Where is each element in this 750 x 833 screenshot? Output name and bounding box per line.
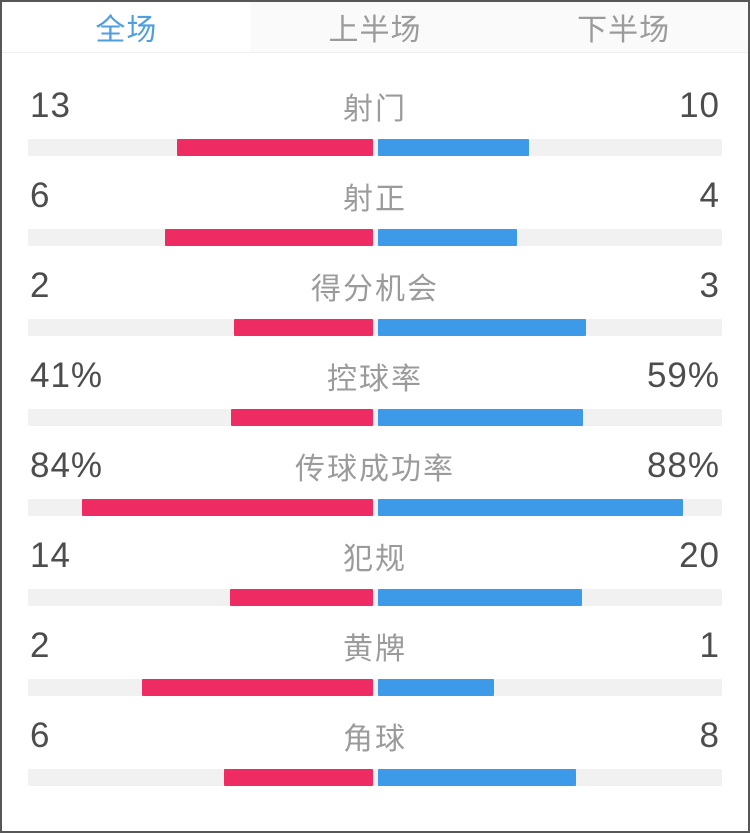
home-value: 14 (30, 536, 71, 575)
home-value: 6 (30, 716, 51, 755)
stat-label: 得分机会 (311, 273, 439, 306)
stats-list: 13 射门 10 6 射正 4 2 得分机会 (2, 53, 748, 806)
home-bar (164, 229, 373, 246)
stat-bar-track (28, 499, 722, 516)
stat-line: 2 得分机会 3 (28, 266, 722, 306)
home-value: 13 (30, 86, 71, 125)
home-value: 6 (30, 176, 51, 215)
tab-full-match[interactable]: 全场 (2, 2, 251, 52)
stat-row-possession: 41% 控球率 59% (28, 356, 722, 446)
period-tabs: 全场 上半场 下半场 (2, 2, 748, 53)
stat-bar-track (28, 139, 722, 156)
stat-label: 控球率 (327, 363, 423, 396)
away-value: 88% (646, 446, 720, 485)
away-bar (378, 769, 577, 786)
home-bar (224, 769, 373, 786)
stat-row-corners: 6 角球 8 (28, 716, 722, 806)
away-value: 10 (679, 86, 720, 125)
stat-label: 黄牌 (343, 633, 407, 666)
home-bar (176, 139, 373, 156)
stat-bar-track (28, 769, 722, 786)
away-bar (378, 589, 583, 606)
stat-row-shots: 13 射门 10 (28, 86, 722, 176)
away-bar (378, 229, 517, 246)
away-value: 20 (679, 536, 720, 575)
stat-line: 13 射门 10 (28, 86, 722, 126)
stat-bar-track (28, 679, 722, 696)
stat-line: 41% 控球率 59% (28, 356, 722, 396)
stat-row-shots-on-target: 6 射正 4 (28, 176, 722, 266)
home-value: 41% (30, 356, 104, 395)
stat-bar-track (28, 589, 722, 606)
home-value: 84% (30, 446, 104, 485)
home-value: 2 (30, 266, 51, 305)
stat-bar-track (28, 409, 722, 426)
stat-label: 角球 (343, 723, 407, 756)
tab-full-match-label: 全场 (95, 14, 158, 47)
stat-row-fouls: 14 犯规 20 (28, 536, 722, 626)
tab-first-half-label: 上半场 (328, 14, 422, 47)
tab-second-half-label: 下半场 (577, 14, 671, 47)
away-bar (378, 319, 587, 336)
stat-line: 2 黄牌 1 (28, 626, 722, 666)
home-bar (230, 409, 373, 426)
stat-label: 射正 (343, 183, 407, 216)
away-value: 1 (699, 626, 720, 665)
stat-row-pass-success: 84% 传球成功率 88% (28, 446, 722, 536)
stat-label: 犯规 (343, 543, 407, 576)
stat-label: 射门 (343, 93, 407, 126)
away-value: 59% (646, 356, 720, 395)
away-bar (378, 139, 529, 156)
match-stats-panel: 全场 上半场 下半场 13 射门 10 6 射正 4 (2, 2, 748, 806)
home-bar (81, 499, 373, 516)
stat-bar-track (28, 229, 722, 246)
tab-second-half[interactable]: 下半场 (499, 2, 748, 52)
stat-row-big-chances: 2 得分机会 3 (28, 266, 722, 356)
away-bar (378, 499, 684, 516)
away-bar (378, 679, 494, 696)
stat-line: 6 射正 4 (28, 176, 722, 216)
home-bar (141, 679, 373, 696)
stat-label: 传球成功率 (295, 453, 455, 486)
stat-bar-track (28, 319, 722, 336)
stat-row-yellow-cards: 2 黄牌 1 (28, 626, 722, 716)
home-bar (230, 589, 373, 606)
stat-line: 14 犯规 20 (28, 536, 722, 576)
stat-line: 6 角球 8 (28, 716, 722, 756)
away-bar (378, 409, 583, 426)
tab-first-half[interactable]: 上半场 (251, 2, 500, 52)
stat-line: 84% 传球成功率 88% (28, 446, 722, 486)
away-value: 4 (699, 176, 720, 215)
away-value: 8 (699, 716, 720, 755)
home-value: 2 (30, 626, 51, 665)
away-value: 3 (699, 266, 720, 305)
home-bar (234, 319, 373, 336)
